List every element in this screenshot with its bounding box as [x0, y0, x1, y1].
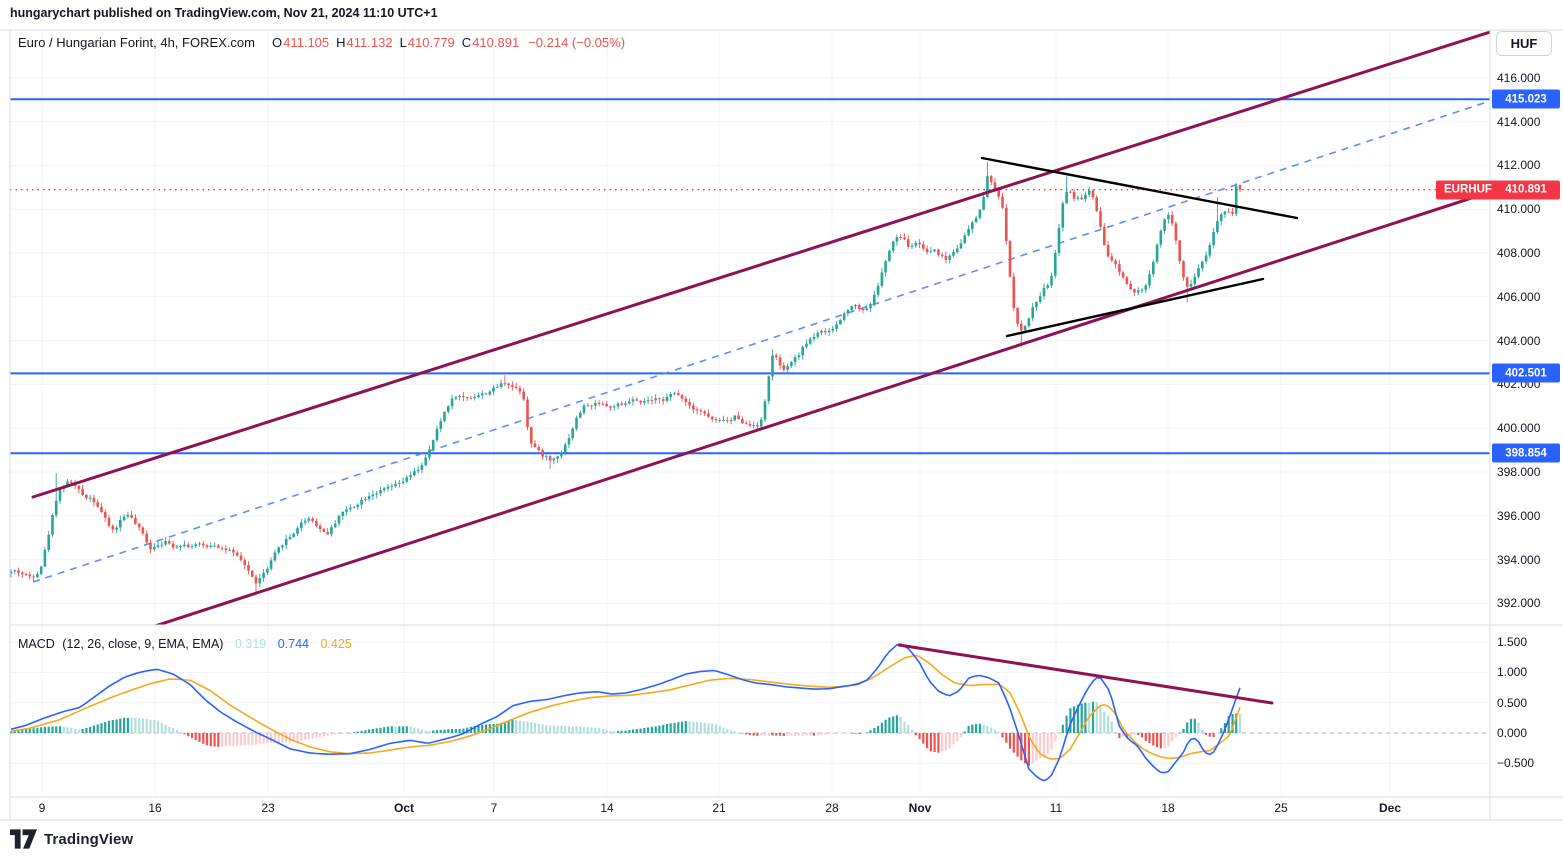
ohlc-close-value: 410.891: [472, 35, 520, 50]
channel-upper: [31, 30, 1490, 499]
channel-lower: [153, 190, 1490, 625]
price-axis-tick: 394.000: [1497, 552, 1541, 567]
price-axis-tick: 416.000: [1497, 70, 1541, 85]
price-axis-tick: 410.000: [1497, 202, 1541, 217]
macd-indicator-title: MACD (12, 26, close, 9, EMA, EMA) 0.319 …: [18, 637, 352, 651]
time-axis-label: 9: [38, 801, 46, 815]
macd-trendline: [897, 643, 1274, 705]
price-axis-tick: 1.000: [1497, 665, 1528, 680]
dashed-trendline[interactable]: [32, 100, 1490, 583]
price-axis-tick: 408.000: [1497, 246, 1541, 260]
price-axis-tick: 406.000: [1497, 289, 1541, 304]
price-level-label: 398.854: [1492, 443, 1560, 463]
time-axis-label: Dec: [1378, 801, 1402, 815]
macd-line-value: 0.744: [277, 637, 309, 651]
macd-hist-value: 0.319: [234, 637, 267, 651]
symbol-name[interactable]: Euro / Hungarian Forint, 4h, FOREX.com: [18, 35, 255, 50]
ohlc-close-label: C: [461, 35, 472, 50]
price-axis-tick: 404.000: [1497, 333, 1541, 348]
time-axis-label: 7: [490, 801, 498, 815]
time-axis-label: 28: [825, 801, 839, 815]
trendlines-layer[interactable]: [31, 30, 1490, 627]
time-axis-label: 25: [1274, 801, 1288, 815]
ohlc-open-value: 411.105: [283, 35, 330, 50]
tradingview-logo[interactable]: TradingView: [10, 829, 133, 849]
horizontal-level-lines[interactable]: [10, 98, 1490, 455]
macd-label[interactable]: MACD: [18, 637, 55, 651]
price-axis-tick: 412.000: [1497, 158, 1541, 173]
ohlc-high-label: H: [336, 35, 346, 50]
currency-unit-button[interactable]: HUF: [1496, 31, 1552, 56]
macd-pane[interactable]: [10, 643, 1490, 782]
price-axis-tick: 1.500: [1497, 635, 1528, 649]
time-axis-label: 11: [1049, 801, 1063, 815]
price-axis-tick: 0.000: [1497, 726, 1528, 740]
time-axis-label: 21: [712, 801, 726, 815]
time-axis-label: Oct: [393, 801, 415, 815]
triangle-upper: [980, 156, 1299, 220]
ohlc-low-label: L: [399, 35, 407, 50]
price-change: −0.214 (−0.05%): [528, 35, 626, 50]
ohlc-low-value: 410.779: [407, 35, 455, 50]
price-axis-tick: 392.000: [1497, 596, 1541, 611]
time-axis-label: 18: [1161, 801, 1175, 815]
symbol-price-badge: EURHUF: [1436, 180, 1500, 200]
ohlc-high-value: 411.132: [346, 35, 393, 50]
last-price-label: 410.891: [1492, 180, 1560, 200]
symbol-title: Euro / Hungarian Forint, 4h, FOREX.com O4…: [18, 35, 625, 50]
time-axis-label: 23: [261, 801, 275, 815]
candles-layer[interactable]: [10, 162, 1242, 593]
price-axis-tick: 414.000: [1497, 114, 1541, 129]
price-level-label: 402.501: [1492, 363, 1560, 383]
time-axis-label: 14: [600, 801, 614, 815]
time-axis-label: 16: [148, 801, 162, 815]
time-axis-label: Nov: [908, 801, 932, 815]
price-axis-tick: 396.000: [1497, 508, 1541, 523]
tradingview-logo-icon: [10, 829, 37, 849]
macd-params: (12, 26, close, 9, EMA, EMA): [62, 637, 224, 651]
pane-borders: [0, 29, 1563, 821]
price-axis-tick: 398.000: [1497, 465, 1541, 479]
price-level-label: 415.023: [1492, 89, 1560, 109]
gridlines: [10, 30, 1490, 797]
ohlc-open-label: O: [271, 35, 283, 50]
tradingview-logo-text: TradingView: [44, 830, 134, 848]
macd-signal-value: 0.425: [320, 637, 352, 651]
price-axis-tick: 0.500: [1497, 695, 1528, 710]
price-axis-tick: 400.000: [1497, 421, 1541, 436]
price-axis-tick: −0.500: [1497, 756, 1535, 771]
attribution-text: hungarychart published on TradingView.co…: [10, 6, 438, 20]
triangle-lower: [1005, 277, 1265, 338]
